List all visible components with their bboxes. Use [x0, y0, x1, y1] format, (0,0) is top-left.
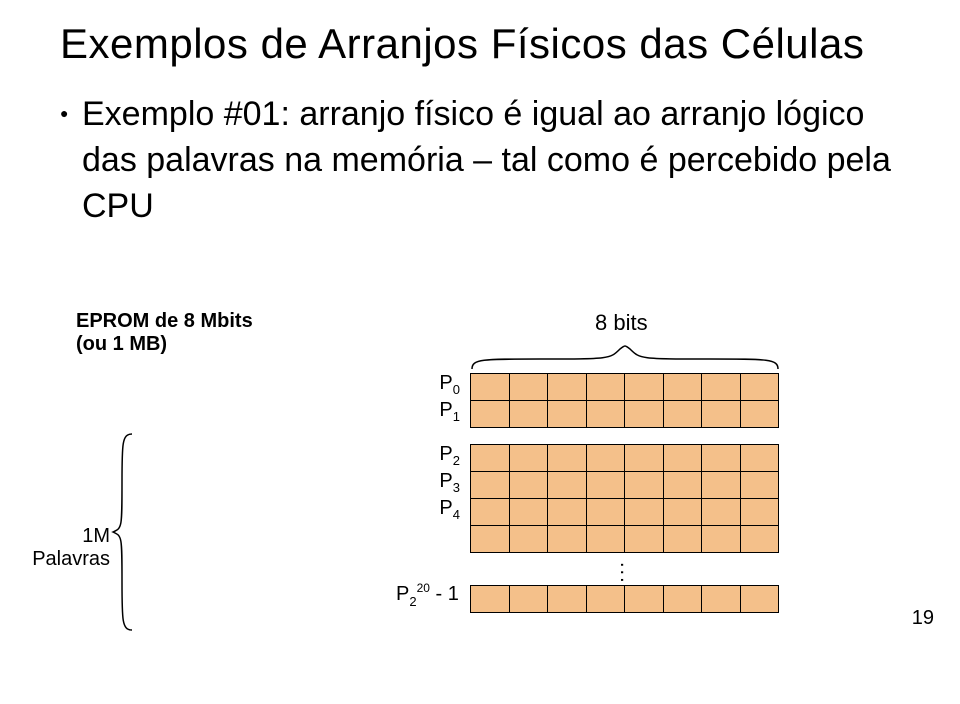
grid-cell — [509, 374, 548, 401]
grid-cell — [471, 526, 510, 553]
grid-cell — [586, 526, 625, 553]
grid-cell — [471, 472, 510, 499]
grid-cell — [509, 526, 548, 553]
grid-cell — [509, 586, 548, 613]
grid-cell — [586, 401, 625, 428]
grid-cell — [625, 586, 664, 613]
grid-cell — [702, 374, 741, 401]
grid-cell — [509, 445, 548, 472]
grid-cell — [702, 586, 741, 613]
grid-cell — [663, 586, 702, 613]
grid-cell — [663, 526, 702, 553]
grid-cell — [509, 472, 548, 499]
grid-cell — [740, 374, 779, 401]
row-label-1: P1 — [420, 399, 460, 424]
row-label-0: P0 — [420, 372, 460, 397]
grid-cell — [548, 499, 587, 526]
grid-cell — [586, 472, 625, 499]
grid-cell — [625, 374, 664, 401]
slide: Exemplos de Arranjos Físicos das Células… — [0, 0, 960, 704]
grid-cell — [625, 401, 664, 428]
grid-cell — [548, 526, 587, 553]
grid-cell — [663, 499, 702, 526]
brace-left-icon — [110, 432, 136, 632]
grid-cell — [471, 445, 510, 472]
grid-block-bot — [470, 585, 779, 613]
grid-cell — [663, 374, 702, 401]
grid-cell — [548, 445, 587, 472]
grid-cell — [740, 472, 779, 499]
page-title: Exemplos de Arranjos Físicos das Células — [60, 20, 864, 68]
row-label-last: P220 - 1 — [396, 583, 459, 606]
row-label-4: P4 — [420, 497, 460, 522]
grid-cell — [586, 374, 625, 401]
grid-cell — [586, 445, 625, 472]
grid-cell — [740, 401, 779, 428]
grid-block-mid — [470, 444, 779, 553]
grid-cell — [586, 499, 625, 526]
grid-cell — [625, 499, 664, 526]
ellipsis-icon: ... — [615, 562, 638, 585]
grid-cell — [740, 499, 779, 526]
grid-cell — [702, 499, 741, 526]
grid-cell — [663, 401, 702, 428]
bits-label: 8 bits — [595, 310, 648, 336]
grid-cell — [702, 401, 741, 428]
grid-cell — [625, 472, 664, 499]
bullet-icon: ● — [60, 105, 68, 121]
eprom-label: EPROM de 8 Mbits (ou 1 MB) — [76, 310, 253, 356]
grid-cell — [740, 586, 779, 613]
grid-cell — [740, 526, 779, 553]
grid-cell — [740, 445, 779, 472]
grid-cell — [625, 526, 664, 553]
grid-cell — [471, 499, 510, 526]
grid-cell — [548, 472, 587, 499]
grid-cell — [471, 374, 510, 401]
grid-cell — [509, 499, 548, 526]
grid-cell — [586, 586, 625, 613]
row-label-3: P3 — [420, 470, 460, 495]
grid-cell — [702, 472, 741, 499]
grid-cell — [702, 526, 741, 553]
body-text: Exemplo #01: arranjo físico é igual ao a… — [82, 92, 902, 230]
grid-cell — [471, 586, 510, 613]
grid-cell — [548, 374, 587, 401]
grid-cell — [702, 445, 741, 472]
grid-cell — [509, 401, 548, 428]
grid-cell — [663, 472, 702, 499]
grid-cell — [471, 401, 510, 428]
eprom-line2: (ou 1 MB) — [76, 333, 167, 355]
left-brace-label: 1M Palavras — [0, 525, 110, 571]
grid-cell — [663, 445, 702, 472]
grid-cell — [625, 445, 664, 472]
grid-cell — [548, 586, 587, 613]
row-label-2: P2 — [420, 443, 460, 468]
grid-block-top — [470, 373, 779, 428]
page-number: 19 — [912, 607, 934, 630]
brace-top-icon — [470, 345, 780, 371]
eprom-line1: EPROM de 8 Mbits — [76, 310, 253, 332]
grid-cell — [548, 401, 587, 428]
